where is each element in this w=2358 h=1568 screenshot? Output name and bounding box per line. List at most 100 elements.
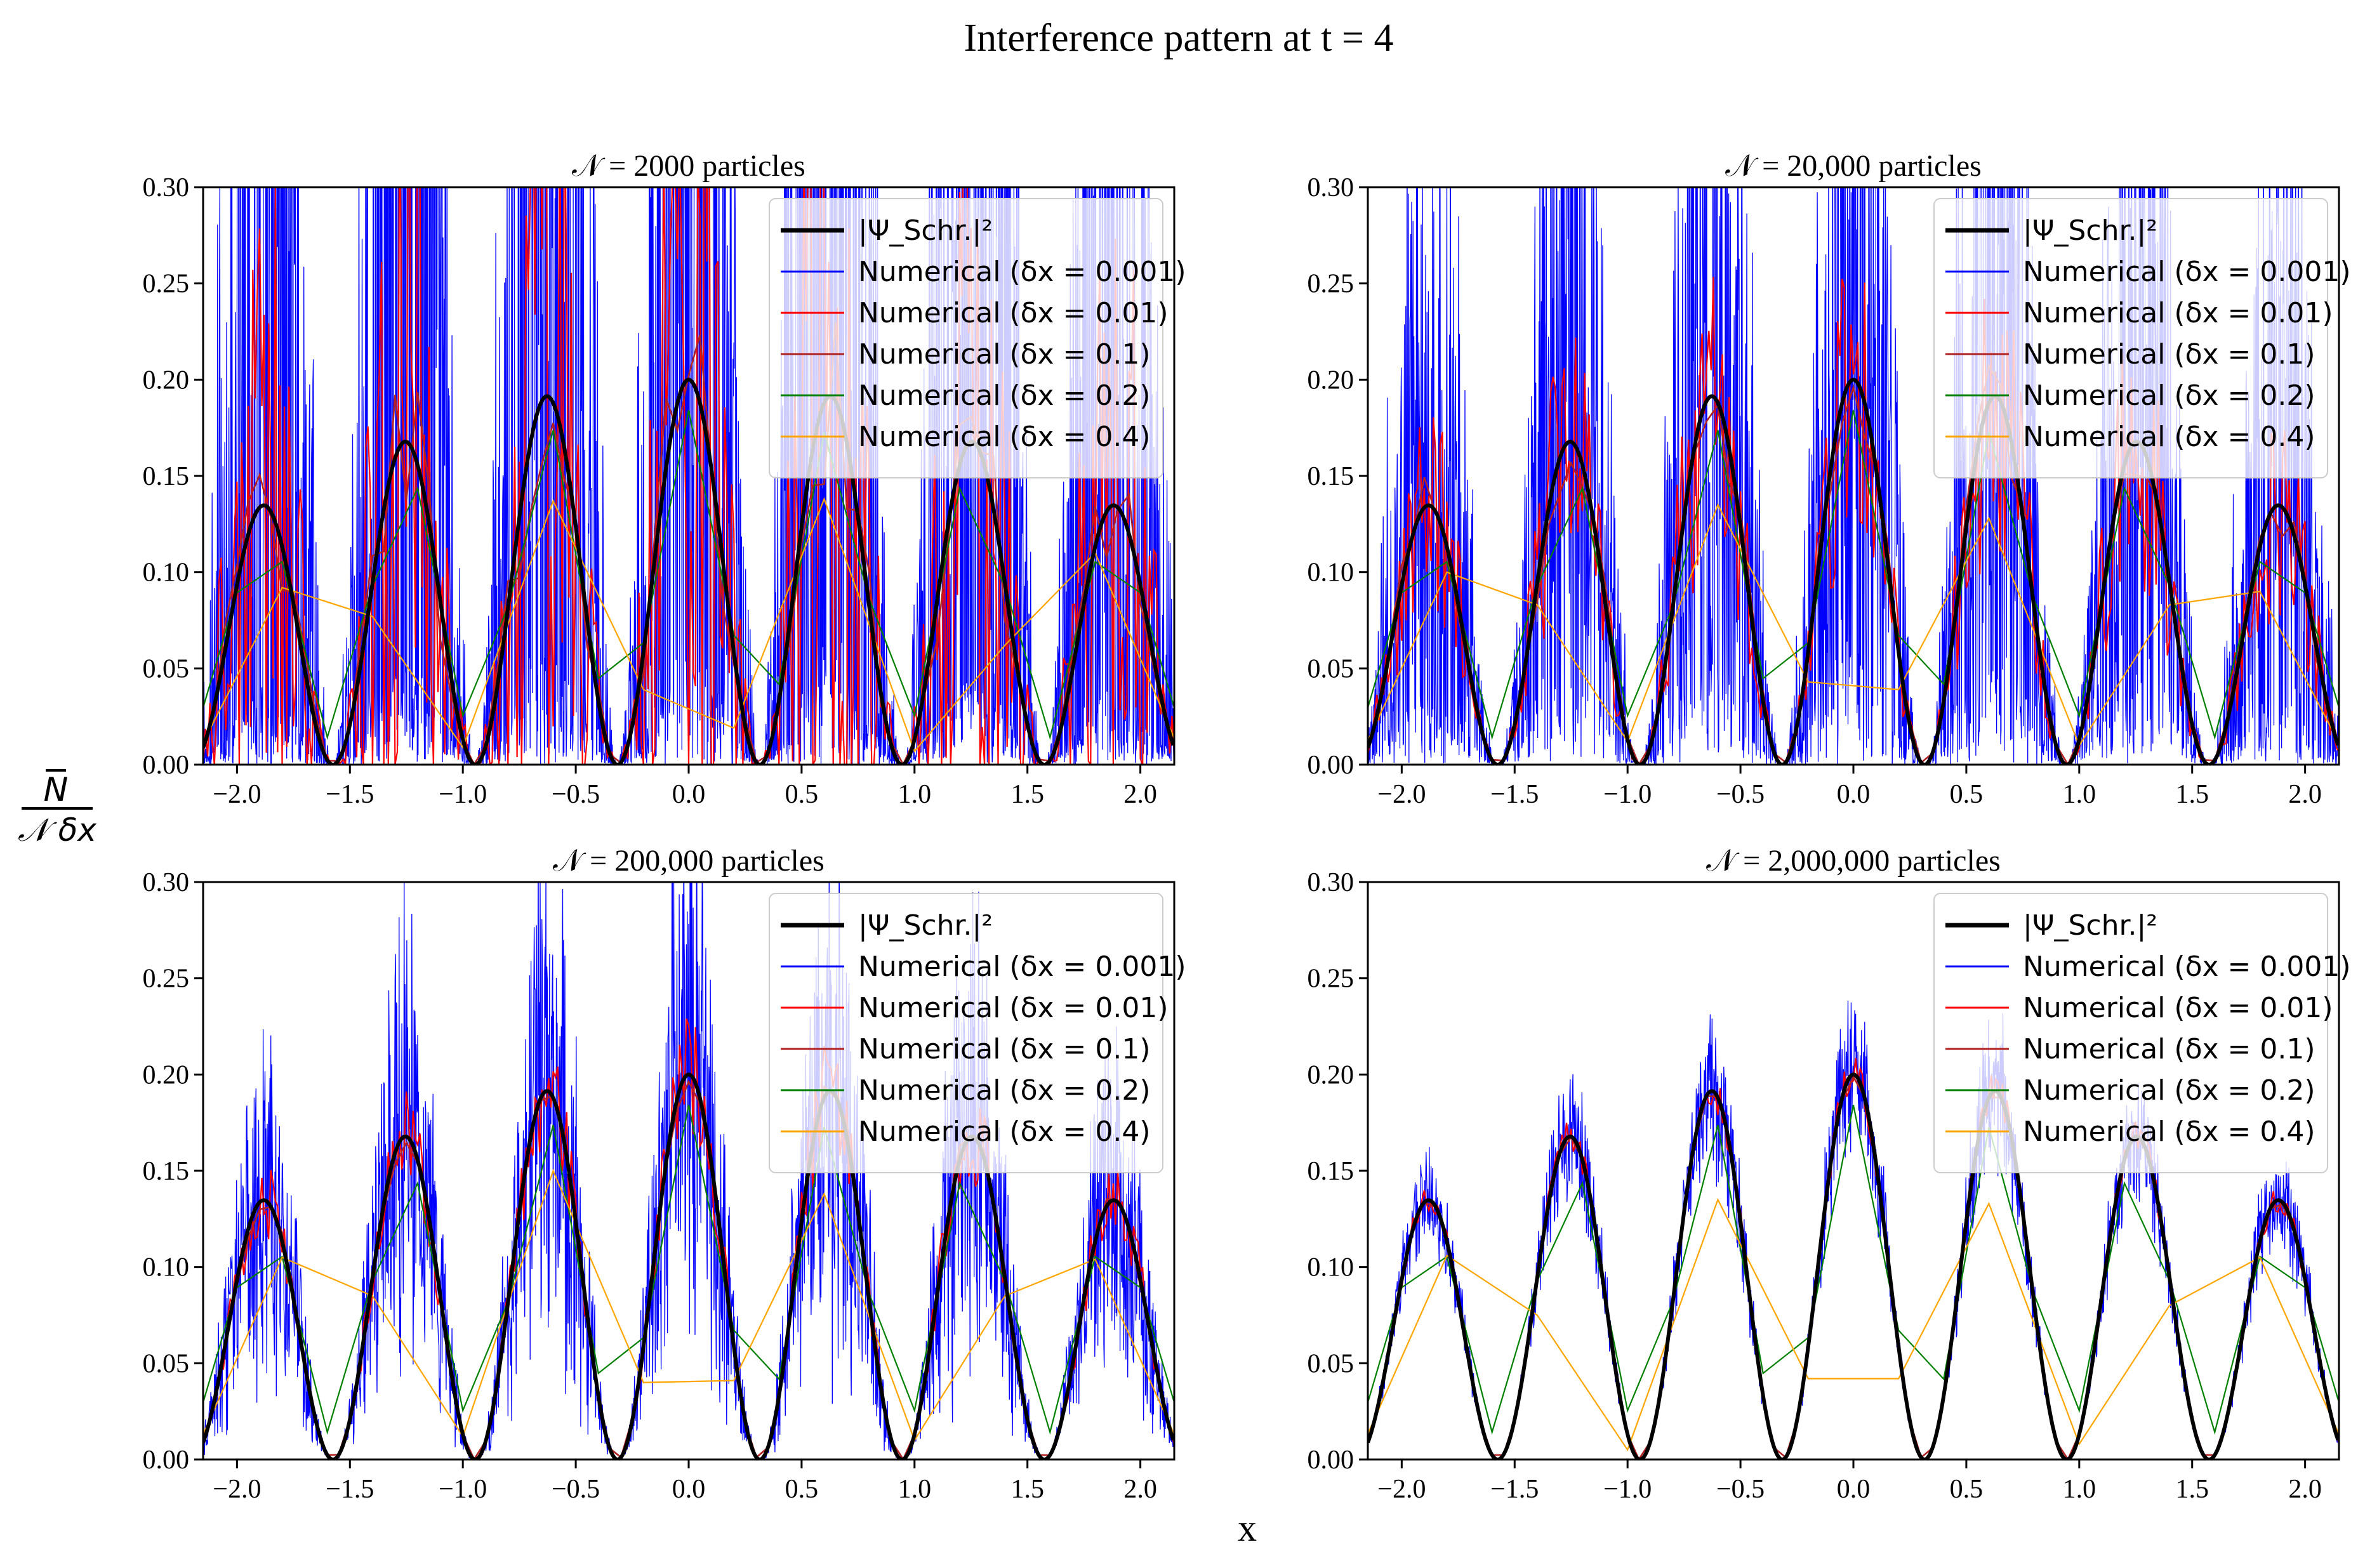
x-tick-label: 1.5 [1010, 780, 1044, 809]
y-tick-label: 0.20 [1308, 366, 1355, 395]
panel-title: 𝒩 = 2,000,000 particles [1706, 844, 2001, 878]
legend-label-dx-0-4: Numerical (δx = 0.4) [858, 1116, 1151, 1148]
series-line-dx-0-2 [203, 1105, 1174, 1435]
x-tick-label: −0.5 [1716, 780, 1765, 809]
x-tick-label: 0.0 [1837, 780, 1871, 809]
x-tick-label: 1.0 [2063, 780, 2096, 809]
legend-label-dx-0-01: Numerical (δx = 0.01) [2023, 992, 2333, 1024]
x-tick-label: 0.5 [785, 1475, 819, 1504]
y-tick-label: 0.05 [143, 1349, 190, 1378]
y-tick-label: 0.20 [143, 366, 190, 395]
y-tick-label: 0.30 [143, 173, 190, 202]
y-tick-label: 0.00 [1308, 1446, 1355, 1475]
x-tick-label: 1.0 [898, 780, 932, 809]
legend-label-schr: |Ψ_Schr.|² [2023, 909, 2157, 942]
series-line-dx-0-4 [203, 1168, 1174, 1442]
x-tick-label: 1.5 [1010, 1475, 1044, 1504]
y-tick-label: 0.30 [1308, 868, 1355, 897]
x-tick-label: 0.0 [672, 1475, 706, 1504]
panel-3: −2.0 −1.5 −1.0 −0.5 0.0 0.5 1.0 1.5 2.0 0.00 0.05 0… [143, 844, 1186, 1504]
legend-label-dx-0-1: Numerical (δx = 0.1) [858, 338, 1151, 371]
y-tick-label: 0.15 [143, 1157, 190, 1186]
panel-title: 𝒩 = 200,000 particles [553, 844, 825, 878]
series-line-schr [203, 378, 1174, 765]
x-tick-label: 1.5 [2175, 780, 2209, 809]
x-tick-label: −0.5 [1716, 1475, 1765, 1504]
y-tick-label: 0.25 [1308, 270, 1355, 299]
legend-box [769, 893, 1163, 1173]
x-tick-label: 2.0 [2288, 780, 2322, 809]
legend-label-schr: |Ψ_Schr.|² [2023, 214, 2157, 247]
legend: |Ψ_Schr.|² Numerical (δx = 0.001) Numerica… [1933, 893, 2351, 1173]
legend-box [1933, 893, 2328, 1173]
x-tick-label: −1.0 [439, 780, 487, 809]
x-axis-label: x [1238, 1507, 1257, 1549]
y-tick-label: 0.25 [143, 270, 190, 299]
y-tick-label: 0.10 [143, 1253, 190, 1282]
legend-label-dx-0-001: Numerical (δx = 0.001) [2023, 256, 2351, 288]
x-tick-label: 2.0 [1123, 1475, 1157, 1504]
legend-label-dx-0-001: Numerical (δx = 0.001) [858, 256, 1186, 288]
y-tick-label: 0.15 [1308, 462, 1355, 491]
y-tick-label: 0.05 [1308, 1349, 1355, 1378]
x-tick-label: −2.0 [1377, 1475, 1426, 1504]
x-tick-label: −0.5 [552, 780, 600, 809]
x-tick-label: 1.0 [898, 1475, 932, 1504]
x-tick-label: −1.0 [439, 1475, 487, 1504]
series-line-schr [203, 1072, 1174, 1459]
legend-label-dx-0-01: Numerical (δx = 0.01) [858, 992, 1169, 1024]
y-tick-label: 0.30 [1308, 173, 1355, 202]
y-tick-label: 0.15 [1308, 1157, 1355, 1186]
panel-2: −2.0 −1.5 −1.0 −0.5 0.0 0.5 1.0 1.5 2.0 0.00 0.05 0… [1308, 149, 2351, 809]
series-line-dx-0-001 [203, 882, 1174, 1459]
legend-label-dx-0-1: Numerical (δx = 0.1) [2023, 338, 2315, 371]
x-tick-label: −0.5 [552, 1475, 600, 1504]
series-line-dx-0-001 [1368, 187, 2339, 765]
x-tick-label: 2.0 [2288, 1475, 2322, 1504]
plot-area [203, 187, 1174, 765]
series-line-dx-0-4 [1368, 1197, 2339, 1452]
plot-area [1368, 187, 2339, 765]
y-tick-label: 0.00 [143, 751, 190, 780]
y-tick-label: 0.00 [1308, 751, 1355, 780]
y-axis-label: N 𝒩 δx [18, 769, 96, 848]
series-line-dx-0-2 [1368, 410, 2339, 741]
series-line-schr [1368, 378, 2339, 765]
series-line-dx-0-4 [203, 497, 1174, 753]
legend-label-schr: |Ψ_Schr.|² [858, 909, 993, 942]
panel-1: −2.0 −1.5 −1.0 −0.5 0.0 0.5 1.0 1.5 2.0 0.00 0.05 0… [143, 149, 1186, 809]
legend: |Ψ_Schr.|² Numerical (δx = 0.001) Numerica… [769, 893, 1186, 1173]
panel-title: 𝒩 = 20,000 particles [1725, 149, 1982, 183]
figure-title: Interference pattern at t = 4 [964, 16, 1394, 60]
series-line-dx-0-4 [1368, 503, 2339, 748]
y-axis-label-denominator: 𝒩 δx [18, 812, 96, 848]
x-tick-label: 0.5 [1950, 1475, 1984, 1504]
legend-label-dx-0-2: Numerical (δx = 0.2) [858, 379, 1151, 412]
legend-label-dx-0-2: Numerical (δx = 0.2) [858, 1074, 1151, 1107]
x-tick-label: −1.0 [1603, 1475, 1652, 1504]
legend-label-dx-0-4: Numerical (δx = 0.4) [2023, 421, 2315, 453]
y-tick-label: 0.20 [1308, 1060, 1355, 1090]
y-tick-label: 0.25 [143, 965, 190, 994]
x-tick-label: −1.5 [326, 1475, 374, 1504]
legend-label-dx-0-1: Numerical (δx = 0.1) [2023, 1033, 2315, 1065]
y-tick-label: 0.00 [143, 1446, 190, 1475]
x-tick-label: 1.0 [2063, 1475, 2096, 1504]
y-tick-label: 0.15 [143, 462, 190, 491]
x-tick-label: −1.0 [1603, 780, 1652, 809]
x-tick-label: −1.5 [1490, 1475, 1539, 1504]
legend: |Ψ_Schr.|² Numerical (δx = 0.001) Numerica… [769, 198, 1186, 478]
y-tick-label: 0.30 [143, 868, 190, 897]
legend-label-dx-0-001: Numerical (δx = 0.001) [858, 951, 1186, 983]
y-axis-label-numerator: N [44, 771, 69, 809]
x-tick-label: 2.0 [1123, 780, 1157, 809]
x-tick-label: 0.0 [672, 780, 706, 809]
panel-4: −2.0 −1.5 −1.0 −0.5 0.0 0.5 1.0 1.5 2.0 0.00 0.05 0… [1308, 844, 2351, 1504]
series-line-dx-0-01 [1368, 277, 2339, 765]
legend-label-dx-0-1: Numerical (δx = 0.1) [858, 1033, 1151, 1065]
legend-label-dx-0-4: Numerical (δx = 0.4) [2023, 1116, 2315, 1148]
y-tick-label: 0.05 [143, 654, 190, 683]
x-tick-label: −2.0 [213, 1475, 261, 1504]
legend-label-dx-0-2: Numerical (δx = 0.2) [2023, 1074, 2315, 1107]
